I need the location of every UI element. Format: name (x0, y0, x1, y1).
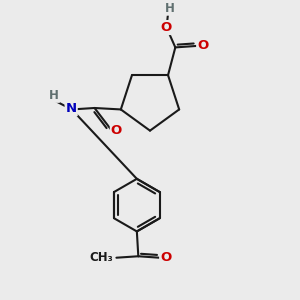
Text: H: H (165, 2, 174, 15)
Text: O: O (160, 251, 171, 264)
Text: N: N (66, 102, 77, 116)
Text: CH₃: CH₃ (89, 251, 113, 264)
Text: O: O (160, 21, 172, 34)
Text: H: H (49, 89, 59, 102)
Text: O: O (111, 124, 122, 137)
Text: O: O (197, 39, 208, 52)
